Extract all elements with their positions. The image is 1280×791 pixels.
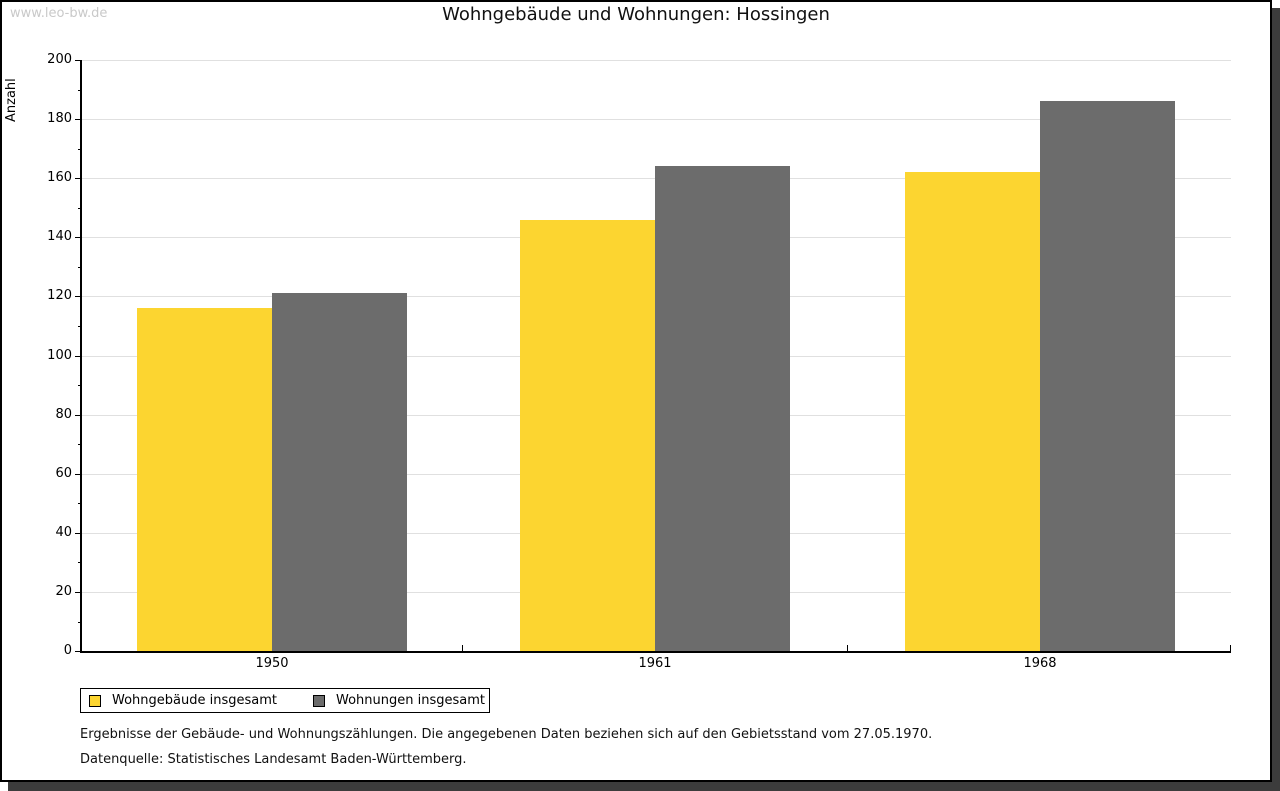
- x-axis-line: [80, 651, 1231, 653]
- legend-swatch-wohnungen: [313, 694, 325, 707]
- x-axis-tick-1: [847, 645, 848, 651]
- y-axis-minor-tick-170: [78, 148, 82, 150]
- chart-title: Wohngebäude und Wohnungen: Hossingen: [442, 4, 830, 25]
- bar-1961-series1: [655, 166, 790, 651]
- y-tick-label-60: 60: [55, 465, 72, 481]
- y-tick-label-80: 80: [55, 406, 72, 422]
- y-tick-label-160: 160: [47, 170, 72, 186]
- footnote-line-2: Datenquelle: Statistisches Landesamt Bad…: [80, 752, 467, 767]
- y-tick-label-40: 40: [55, 524, 72, 540]
- y-axis-tick-200: [75, 60, 82, 61]
- y-axis-title: Anzahl: [4, 78, 19, 122]
- y-tick-label-200: 200: [47, 52, 72, 67]
- y-axis-tick-180: [75, 119, 82, 121]
- y-axis-tick-100: [75, 355, 82, 357]
- y-axis-tick-140: [75, 237, 82, 239]
- y-axis-tick-80: [75, 414, 82, 416]
- x-axis-tick-0: [462, 645, 463, 651]
- y-axis-tick-120: [75, 296, 82, 298]
- plot-area: [82, 60, 1231, 651]
- y-axis-tick-60: [75, 473, 82, 475]
- y-tick-label-0: 0: [63, 643, 72, 658]
- gridline-180: [82, 119, 1231, 121]
- bar-1950-series1: [272, 293, 407, 651]
- y-tick-label-120: 120: [47, 288, 72, 304]
- y-tick-label-180: 180: [47, 111, 72, 127]
- footnote-line-1: Ergebnisse der Gebäude- und Wohnungszähl…: [80, 727, 933, 742]
- y-axis-minor-tick-90: [78, 385, 82, 387]
- x-tick-label-1968: 1968: [1023, 656, 1057, 671]
- y-tick-label-100: 100: [47, 347, 72, 363]
- y-axis-tick-20: [75, 591, 82, 593]
- legend-item-wohnungen: Wohnungen insgesamt: [313, 693, 485, 708]
- legend-label-wohngebaeude: Wohngebäude insgesamt: [112, 693, 277, 708]
- y-axis-tick-160: [75, 178, 82, 180]
- gridline-200: [82, 60, 1231, 61]
- y-axis-minor-tick-50: [78, 503, 82, 505]
- y-tick-label-140: 140: [47, 229, 72, 245]
- legend: Wohngebäude insgesamt Wohnungen insgesam…: [80, 688, 490, 713]
- y-axis-tick-0: [75, 651, 82, 652]
- watermark: www.leo-bw.de: [10, 6, 108, 21]
- y-tick-label-20: 20: [55, 583, 72, 599]
- bar-1968-series1: [1040, 101, 1175, 651]
- bar-1950-series0: [137, 308, 272, 651]
- bar-1968-series0: [905, 172, 1040, 651]
- x-tick-label-1961: 1961: [638, 656, 672, 671]
- x-axis-tick-2: [1230, 645, 1231, 651]
- y-axis-minor-tick-150: [78, 207, 82, 209]
- legend-swatch-wohngebaeude: [89, 694, 101, 707]
- x-tick-label-1950: 1950: [255, 656, 289, 671]
- y-axis-minor-tick-30: [78, 562, 82, 564]
- y-axis-minor-tick-130: [78, 266, 82, 268]
- legend-label-wohnungen: Wohnungen insgesamt: [336, 693, 485, 708]
- y-axis-minor-tick-70: [78, 444, 82, 446]
- y-axis-minor-tick-190: [78, 89, 82, 91]
- y-axis-tick-40: [75, 532, 82, 534]
- frame-shadow-right: [1272, 8, 1280, 791]
- y-axis-minor-tick-10: [78, 621, 82, 623]
- y-axis-minor-tick-110: [78, 325, 82, 327]
- legend-item-wohngebaeude: Wohngebäude insgesamt: [89, 693, 277, 708]
- frame-shadow-bottom: [8, 782, 1280, 791]
- bar-1961-series0: [520, 219, 655, 651]
